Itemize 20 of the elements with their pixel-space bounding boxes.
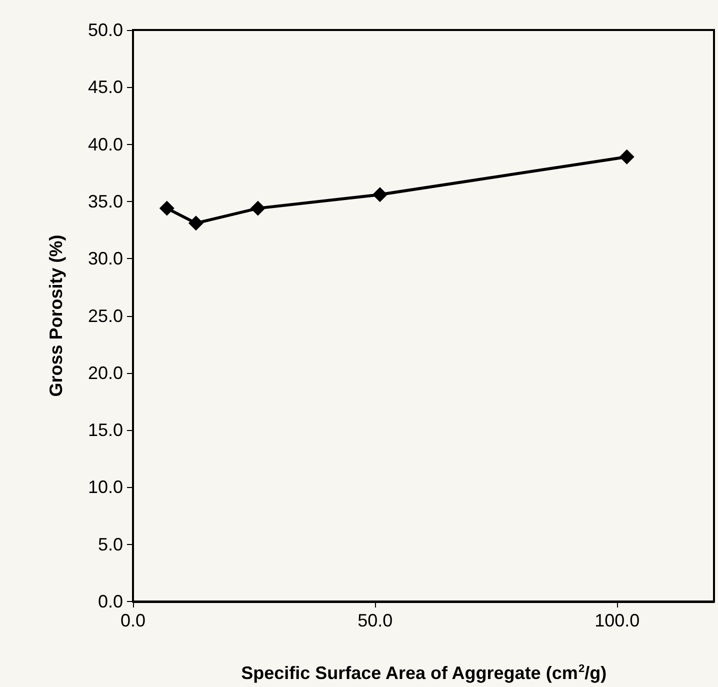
point	[619, 149, 634, 164]
y-axis-title: Gross Porosity (%)	[46, 234, 66, 397]
y-tick-label: 35.0	[88, 191, 123, 212]
y-tick-label: 25.0	[88, 306, 123, 326]
x-tick-label: 50.0	[358, 610, 393, 630]
point	[250, 200, 266, 216]
point	[159, 200, 174, 216]
x-tick-label: 0.0	[120, 610, 146, 630]
y-tick-label: 30.0	[88, 248, 123, 269]
y-tick-label: 5.0	[98, 534, 123, 554]
y-tick-label: 0.0	[98, 592, 123, 612]
y-tick-label: 45.0	[88, 77, 123, 98]
y-tick-label: 40.0	[88, 134, 123, 154]
y-tick-label: 10.0	[88, 477, 123, 498]
y-tick-label: 15.0	[88, 420, 123, 440]
point	[188, 216, 204, 231]
point	[372, 187, 388, 202]
y-tick-label: 50.0	[88, 20, 123, 40]
y-tick-label: 20.0	[88, 362, 123, 383]
x-tick-label: 100.0	[594, 610, 640, 630]
